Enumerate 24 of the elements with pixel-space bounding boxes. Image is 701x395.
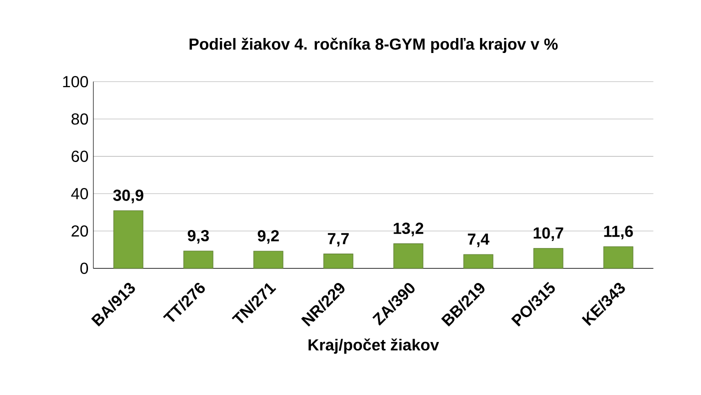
data-label: 9,3: [188, 230, 209, 244]
data-label: 9,2: [258, 230, 279, 244]
bar: [393, 243, 424, 269]
chart-title: Podiel žiakov 4. ročníka 8-GYM podľa krajov v %: [190, 38, 558, 53]
data-label: 13,2: [394, 222, 424, 236]
y-tick-label: 40: [71, 188, 88, 200]
y-tick-label: 80: [72, 113, 88, 125]
x-axis-title: Kraj/počet žiakov: [308, 338, 440, 354]
data-label: 11,6: [604, 226, 633, 240]
y-tick-label: 100: [63, 76, 88, 88]
bar: [113, 210, 144, 269]
bar: [183, 250, 214, 269]
data-label: 10,7: [534, 227, 564, 241]
bar: [463, 254, 494, 269]
y-tick-label: 60: [72, 150, 88, 162]
data-label: 30,9: [113, 190, 144, 204]
data-label: 7,7: [328, 233, 349, 247]
y-tick-label: 20: [72, 225, 88, 237]
bar: [603, 246, 634, 269]
bar: [323, 254, 354, 269]
bar: [253, 250, 284, 269]
data-label: 7,4: [468, 234, 490, 248]
y-tick-label: 0: [80, 262, 88, 274]
bar: [533, 248, 564, 269]
